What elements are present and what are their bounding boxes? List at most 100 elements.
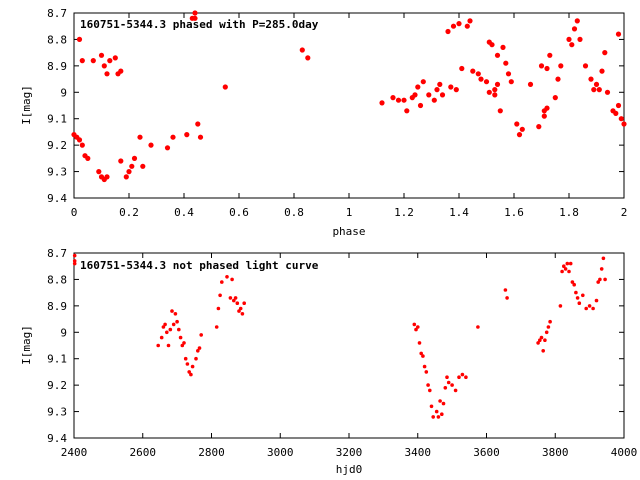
phased-data-point	[112, 55, 118, 61]
phased-chart-title: 160751-5344.3 phased with P=285.0day	[80, 18, 319, 31]
phased-data-point	[478, 76, 484, 82]
unphased-x-tick-label: 3600	[473, 446, 500, 459]
unphased-data-point	[560, 269, 564, 274]
phased-data-point	[483, 79, 490, 85]
unphased-data-point	[196, 349, 200, 353]
unphased-data-point	[603, 277, 607, 282]
unphased-data-point	[568, 261, 573, 266]
phased-tick-marks: 0 0.2 0.4 0.6 0.8 1 1.2 1.4 1.6 1.8 2 8.7 8.8 8.9 9 9.1…	[47, 7, 627, 219]
unphased-data-point	[464, 375, 468, 380]
unphased-data-point	[235, 301, 240, 306]
phased-data-point	[492, 87, 498, 93]
phased-x-tick-label: 1.6	[504, 206, 524, 219]
phased-data-point	[459, 65, 465, 72]
phased-data-point	[527, 81, 534, 87]
phased-data-point	[437, 81, 443, 87]
unphased-data-point	[441, 401, 446, 406]
unphased-data-point	[419, 351, 424, 356]
unphased-x-tick-label: 3800	[542, 446, 569, 459]
phased-data-point	[195, 121, 201, 127]
phased-data-point	[544, 65, 550, 72]
phased-x-tick-label: 0	[71, 206, 78, 219]
phased-data-point	[123, 174, 129, 180]
phased-y-axis-label: I[mag]	[20, 85, 33, 125]
phased-data-point	[621, 121, 627, 127]
unphased-data-point	[238, 306, 243, 311]
unphased-data-point	[416, 325, 420, 329]
unphased-y-tick-label: 9	[60, 326, 67, 339]
unphased-data-points	[72, 253, 607, 419]
phased-data-point	[464, 23, 470, 29]
phased-data-point	[299, 47, 305, 53]
unphased-data-point	[159, 335, 164, 340]
unphased-data-point	[544, 330, 549, 335]
unphased-data-point	[72, 261, 77, 266]
phased-data-point	[137, 134, 143, 140]
unphased-data-point	[457, 375, 461, 380]
unphased-data-point	[173, 312, 178, 316]
phased-data-point	[434, 87, 440, 93]
phased-data-point	[96, 169, 102, 175]
phased-data-point	[395, 97, 402, 103]
phased-data-point	[450, 23, 457, 29]
phased-data-point	[514, 121, 520, 127]
phased-data-point	[591, 87, 597, 93]
unphased-x-tick-label: 2600	[130, 446, 157, 459]
unphased-data-point	[446, 380, 451, 385]
unphased-data-point	[453, 388, 458, 393]
unphased-data-point	[567, 269, 571, 274]
phased-data-point	[538, 63, 545, 69]
phased-data-point	[475, 71, 481, 77]
unphased-data-point	[546, 325, 551, 329]
phased-data-point	[401, 97, 407, 103]
phased-data-point	[79, 58, 85, 64]
phased-data-point	[516, 132, 523, 138]
phased-light-curve-panel: 0 0.2 0.4 0.6 0.8 1 1.2 1.4 1.6 1.8 2 8.7 8.8 8.9 9 9.1…	[20, 7, 627, 238]
unphased-data-point	[599, 267, 604, 271]
unphased-data-point	[434, 409, 439, 414]
unphased-data-point	[591, 306, 595, 311]
unphased-data-point	[426, 383, 430, 387]
phased-data-point	[486, 89, 492, 95]
phased-data-point	[582, 63, 589, 69]
phased-data-point	[417, 102, 424, 109]
unphased-data-point	[182, 341, 186, 345]
phased-data-point	[192, 10, 198, 16]
phased-data-point	[558, 63, 564, 69]
unphased-data-point	[577, 301, 582, 306]
unphased-data-point	[163, 322, 167, 327]
unphased-x-tick-label: 3000	[267, 446, 294, 459]
phased-y-tick-label: 8.7	[47, 7, 67, 20]
unphased-data-point	[543, 338, 547, 343]
unphased-data-point	[575, 296, 580, 300]
phased-data-point	[519, 126, 525, 132]
phased-data-point	[415, 84, 421, 90]
phased-data-point	[390, 95, 396, 101]
unphased-data-point	[587, 304, 592, 308]
phased-data-point	[76, 36, 83, 43]
phased-data-point	[104, 71, 110, 77]
phased-x-tick-label: 0.4	[174, 206, 194, 219]
phased-data-point	[602, 50, 608, 56]
phased-data-point	[544, 105, 550, 111]
unphased-data-point	[72, 253, 77, 258]
phased-data-point	[445, 28, 451, 35]
unphased-data-point	[558, 304, 563, 308]
unphased-data-point	[539, 335, 544, 340]
phased-data-point	[577, 36, 583, 43]
phased-x-tick-label: 1.4	[449, 206, 469, 219]
phased-data-point	[613, 110, 619, 116]
phased-data-point	[192, 15, 198, 21]
phased-data-point	[90, 58, 96, 64]
phased-data-point	[596, 87, 602, 93]
unphased-data-point	[565, 261, 570, 266]
unphased-data-point	[476, 325, 480, 329]
unphased-data-point	[414, 327, 418, 332]
phased-x-tick-label: 1.2	[394, 206, 414, 219]
phased-data-point	[76, 137, 83, 143]
phased-data-point	[101, 63, 107, 69]
phased-y-tick-label: 9	[60, 86, 67, 99]
unphased-x-tick-label: 2400	[61, 446, 88, 459]
phased-y-tick-label: 8.8	[47, 33, 67, 46]
